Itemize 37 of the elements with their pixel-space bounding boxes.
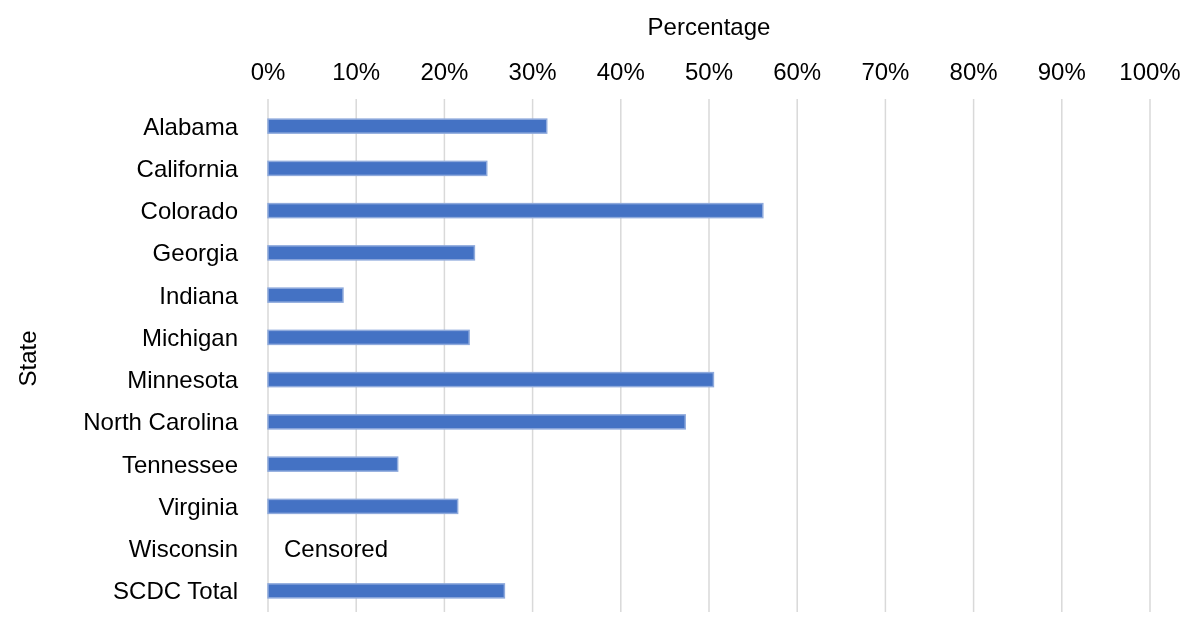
x-tick-label: 0%: [250, 58, 286, 85]
y-tick-label: Minnesota: [127, 366, 239, 394]
bar: [267, 202, 764, 219]
x-tick-label: 20%: [420, 58, 469, 85]
y-tick-label: Michigan: [141, 323, 238, 351]
x-tick-label: 30%: [508, 58, 557, 85]
y-tick-label: Colorado: [140, 197, 238, 225]
y-tick-label: Wisconsin: [128, 535, 238, 563]
y-tick-label: Georgia: [152, 239, 239, 267]
bar: [267, 456, 399, 472]
bar: [267, 414, 686, 430]
bar: [267, 287, 344, 303]
bar: [267, 583, 506, 599]
bar: [267, 118, 548, 134]
x-tick-label: 80%: [949, 58, 998, 85]
y-axis-title: State: [14, 330, 41, 387]
y-tick-label: Virginia: [158, 492, 239, 520]
bar: [267, 160, 488, 177]
y-tick-label: SCDC Total: [113, 577, 238, 605]
y-tick-label: California: [136, 154, 239, 182]
y-tick-label: North Carolina: [83, 408, 239, 436]
x-tick-label: 70%: [861, 58, 910, 85]
x-tick-label: 60%: [773, 58, 822, 85]
bar: [267, 329, 470, 346]
x-tick-label: 40%: [596, 58, 645, 85]
x-tick-label: 90%: [1037, 58, 1086, 85]
y-tick-label: Tennessee: [121, 450, 238, 478]
y-tick-label: Indiana: [159, 281, 239, 309]
annotation: Censored: [284, 535, 389, 563]
x-tick-label: 10%: [332, 58, 381, 85]
x-tick-label: 100%: [1119, 58, 1181, 85]
x-tick-label: 50%: [684, 58, 734, 85]
x-axis-title: Percentage: [647, 13, 771, 40]
bar: [267, 498, 459, 515]
y-tick-label: Alabama: [143, 112, 239, 140]
bar: [267, 245, 476, 261]
bar: [267, 371, 715, 388]
